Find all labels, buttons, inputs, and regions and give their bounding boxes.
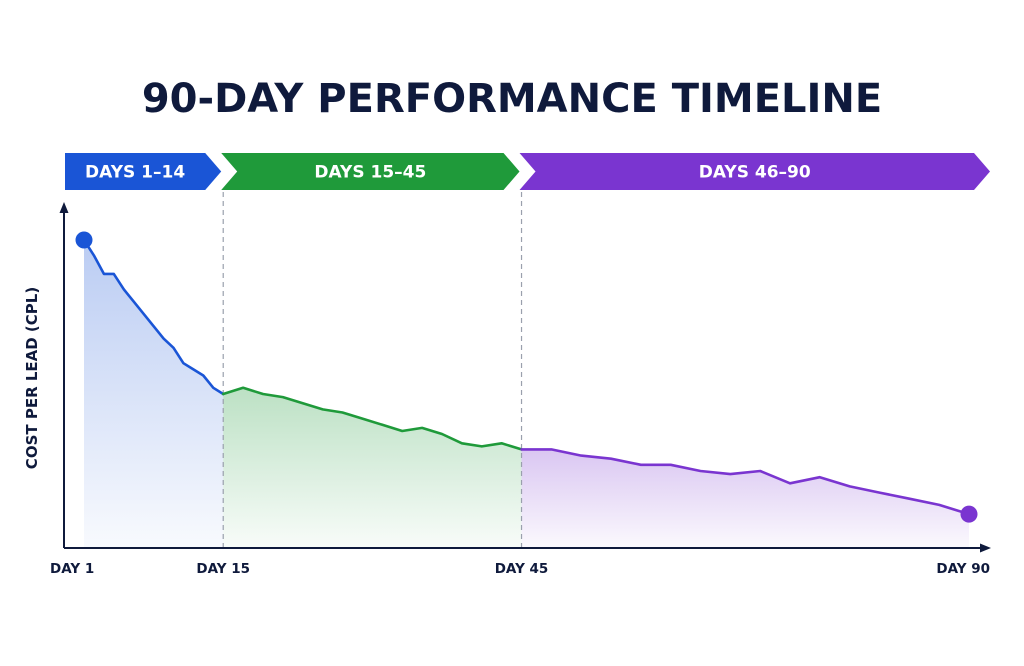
- area-fill-3: [521, 449, 969, 548]
- y-axis-arrow: [59, 202, 69, 213]
- phase-banner-2: [221, 153, 520, 190]
- phase-label-3: DAYS 46–90: [699, 163, 811, 183]
- area-fill-2: [223, 387, 522, 548]
- chart-title: 90-DAY PERFORMANCE TIMELINE: [142, 76, 882, 122]
- x-tick-label-3: DAY 45: [495, 561, 549, 577]
- area-fills: [84, 240, 969, 548]
- x-tick-label-2: DAY 15: [196, 561, 250, 577]
- phase-banner-1: [65, 153, 222, 190]
- end-point-marker: [960, 505, 978, 523]
- axes: [59, 202, 991, 553]
- phase-banners: DAYS 1–14 DAYS 15–45 DAYS 46–90: [65, 153, 990, 190]
- end-markers: [75, 231, 978, 523]
- series-line-3: [520, 448, 971, 516]
- series-line-2: [221, 386, 523, 451]
- x-tick-label-1: DAY 1: [50, 561, 94, 577]
- x-axis-arrow: [980, 543, 991, 553]
- phase-label-1: DAYS 1–14: [85, 163, 185, 183]
- x-tick-labels: DAY 1 DAY 15 DAY 45 DAY 90: [50, 561, 990, 577]
- series-line-1: [82, 238, 225, 396]
- area-fill-1: [84, 240, 224, 548]
- y-axis-label: COST PER LEAD (CPL): [23, 287, 41, 469]
- phase-label-2: DAYS 15–45: [314, 163, 426, 183]
- series-lines: [82, 238, 971, 516]
- phase-banner-3: [519, 153, 990, 190]
- start-point-marker: [75, 231, 93, 249]
- x-tick-label-4: DAY 90: [936, 561, 990, 577]
